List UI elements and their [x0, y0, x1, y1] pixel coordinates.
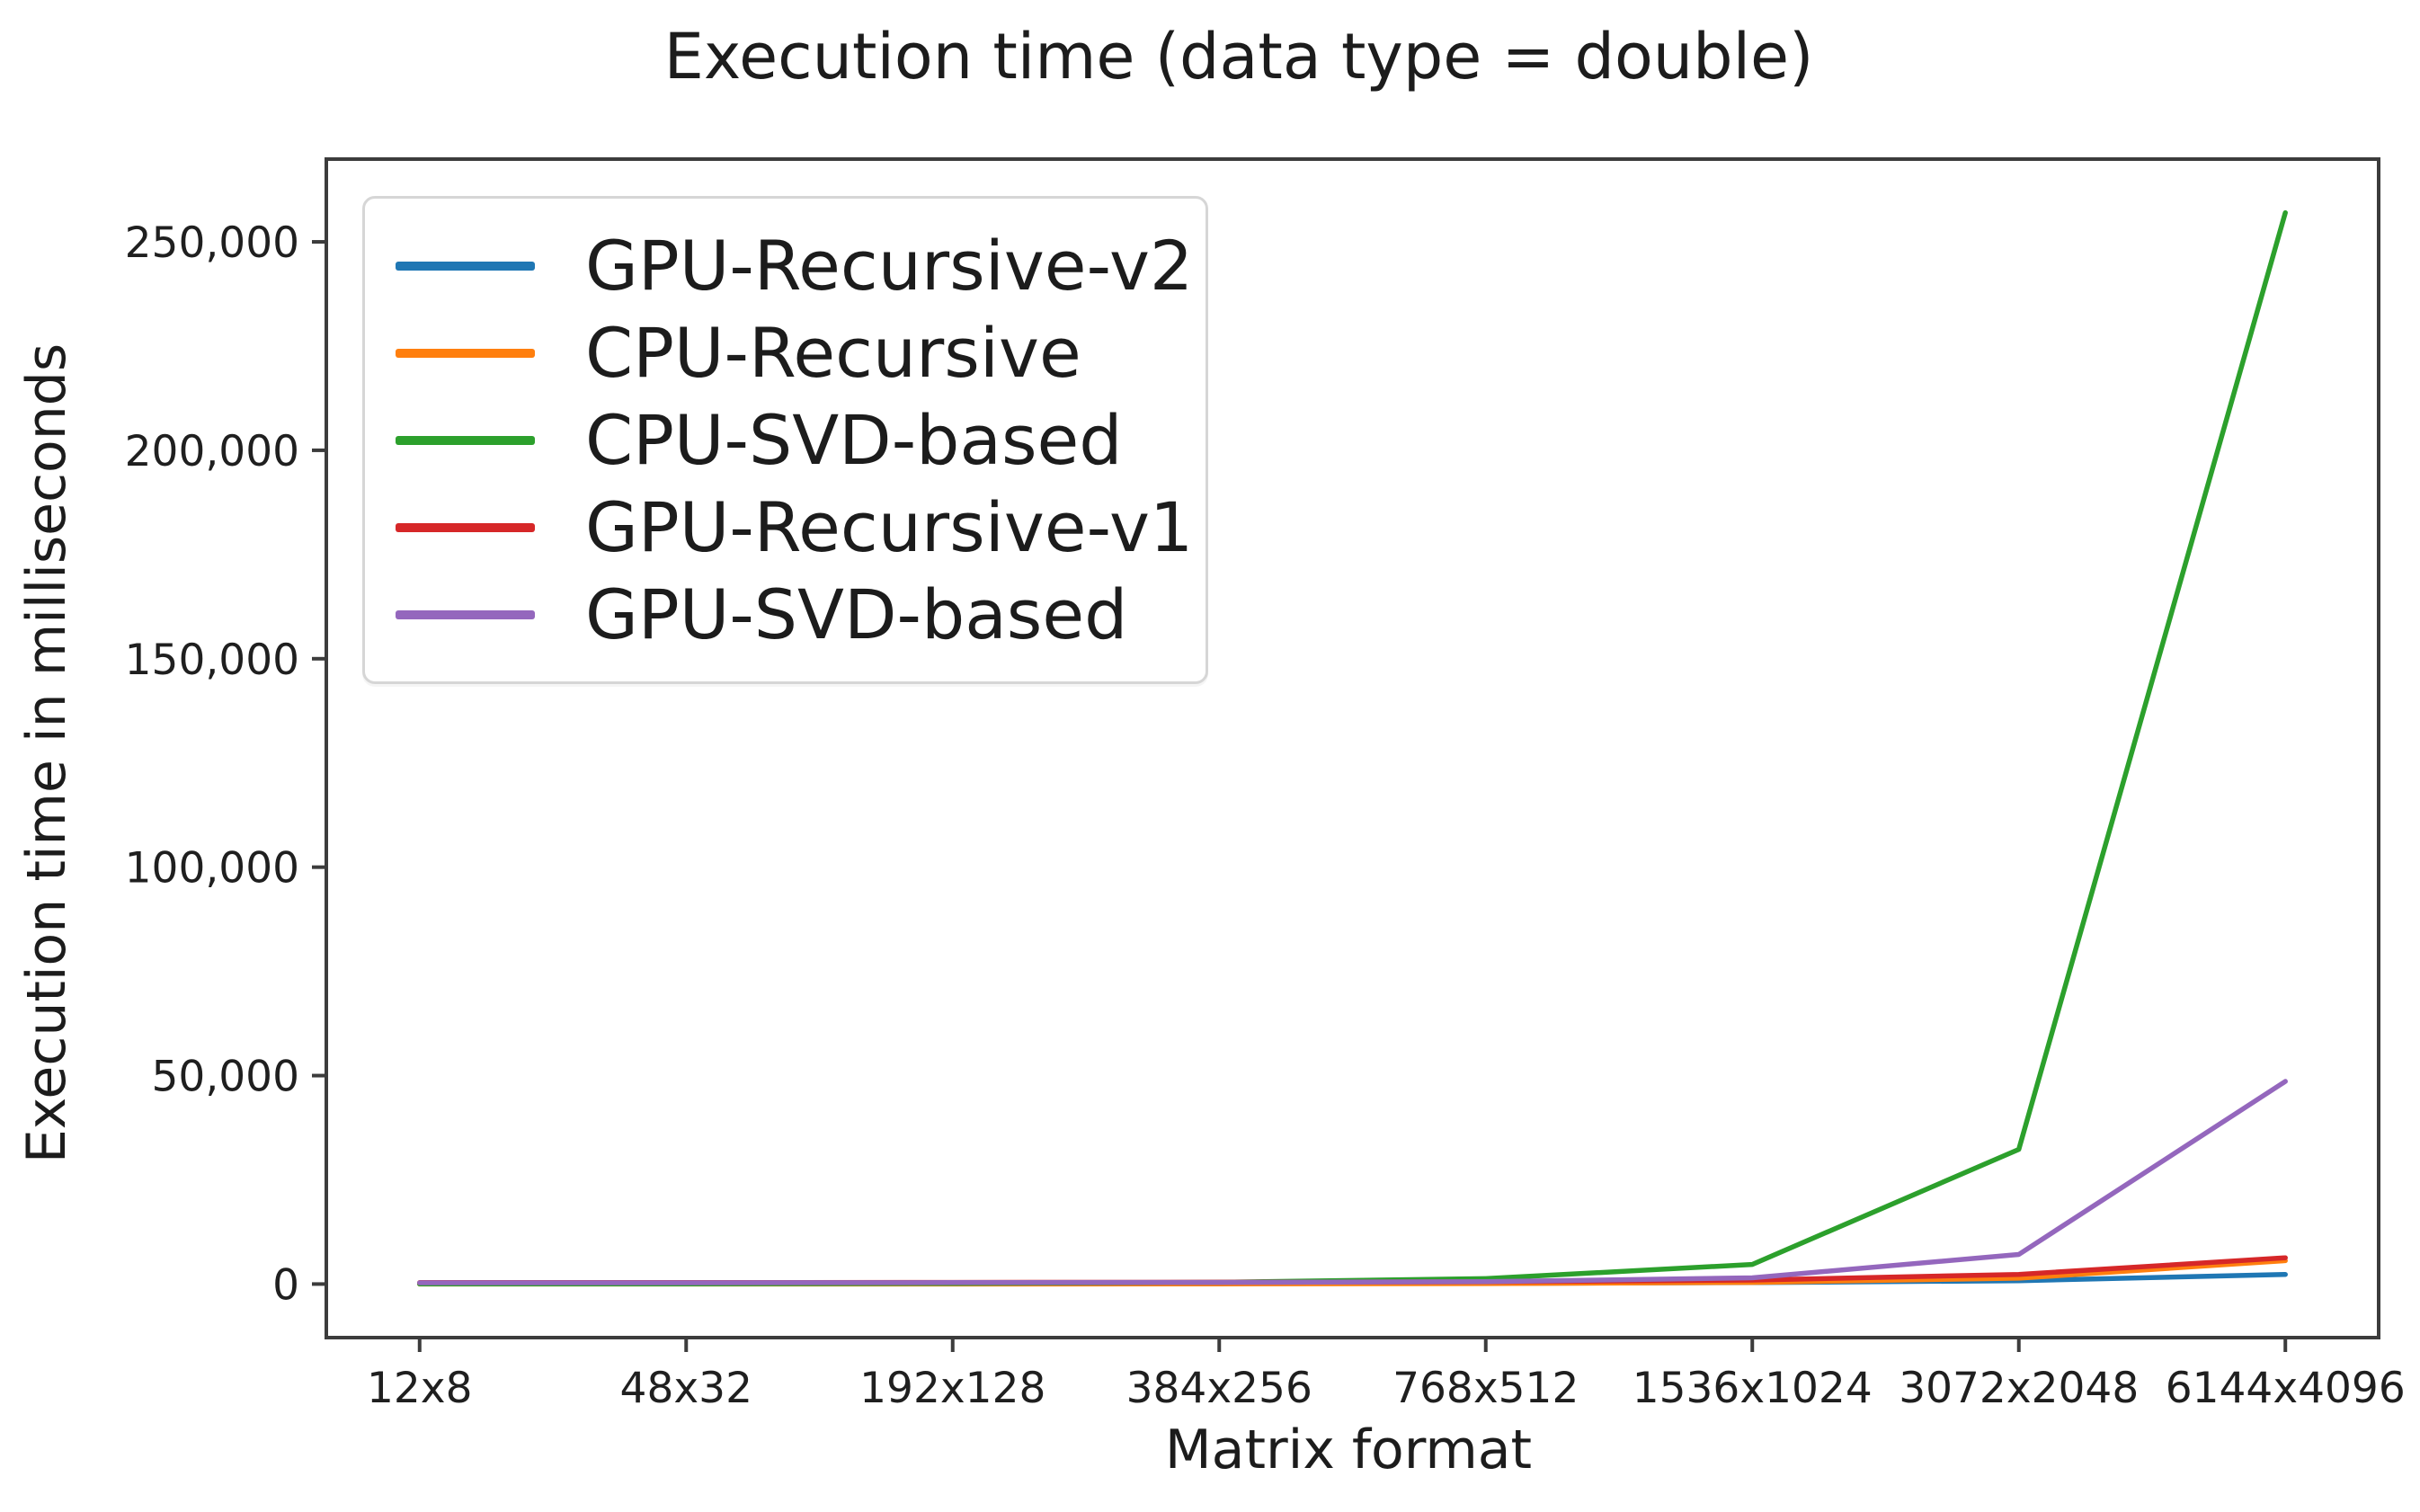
y-tick-label: 200,000: [125, 427, 299, 476]
legend-label: GPU-SVD-based: [585, 574, 1128, 654]
legend-swatch-green: [396, 435, 535, 445]
x-tick-label: 12x8: [367, 1364, 473, 1413]
legend-label: GPU-Recursive-v1: [585, 486, 1194, 567]
plot-frame: [325, 157, 2380, 1339]
series-line-gpu-svd-based: [417, 1079, 2288, 1285]
y-tick-label: 250,000: [125, 218, 299, 268]
legend-label: CPU-Recursive: [585, 312, 1081, 393]
x-tick-label: 3072x2048: [1899, 1364, 2139, 1413]
chart-title: Execution time (data type = double): [663, 20, 1814, 93]
legend-swatch-red: [396, 522, 535, 532]
x-tick-label: 1536x1024: [1633, 1364, 1873, 1413]
y-tick-label: 150,000: [125, 636, 299, 685]
legend-swatch-orange: [396, 348, 535, 358]
legend-item-cpu-recursive: CPU-Recursive: [396, 309, 1179, 396]
legend-item-gpu-recursive-v2: GPU-Recursive-v2: [396, 222, 1193, 309]
x-tick-label: 6144x4096: [2166, 1364, 2406, 1413]
legend-item-cpu-svd-based: CPU-SVD-based: [396, 396, 1179, 484]
x-tick-label: 384x256: [1126, 1364, 1312, 1413]
x-axis-label: Matrix format: [1164, 1419, 1533, 1481]
x-tick-label: 768x512: [1392, 1364, 1579, 1413]
legend-label: CPU-SVD-based: [585, 399, 1123, 480]
legend-label: GPU-Recursive-v2: [585, 225, 1194, 306]
legend-swatch-blue: [396, 261, 535, 271]
x-tick-label: 192x128: [859, 1364, 1045, 1413]
y-tick-label: 50,000: [152, 1053, 299, 1102]
legend-swatch-purple: [396, 609, 535, 619]
legend: GPU-Recursive-v2 CPU-Recursive CPU-SVD-b…: [362, 196, 1208, 684]
legend-item-gpu-recursive-v1: GPU-Recursive-v1: [396, 484, 1193, 571]
y-tick-label: 100,000: [125, 844, 299, 894]
x-tick-label: 48x32: [620, 1364, 752, 1413]
y-tick-label: 0: [272, 1260, 299, 1310]
legend-item-gpu-svd-based: GPU-SVD-based: [396, 571, 1179, 658]
